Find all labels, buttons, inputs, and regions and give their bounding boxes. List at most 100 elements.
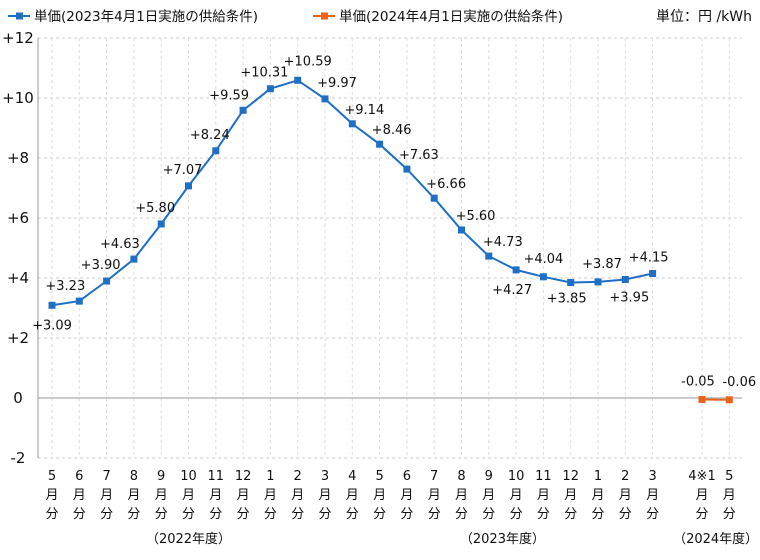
y-tick-label: +2: [7, 329, 29, 347]
series-2023-conditions: +3.09 +3.23 +3.90 +4.63 +5.80 +7.07 +8.24 +9.59…: [32, 54, 668, 333]
x-tick-month: 2: [621, 469, 629, 484]
data-point: [266, 85, 274, 93]
x-tick-month: 7: [430, 469, 438, 484]
x-tick-month-char: 月: [45, 488, 58, 503]
x-tick-portion-char: 分: [482, 507, 495, 522]
data-label: -0.05: [681, 375, 715, 390]
x-tick-portion-char: 分: [537, 507, 550, 522]
data-point: [212, 147, 220, 155]
x-tick-portion-char: 分: [428, 507, 441, 522]
fiscal-year-label: （2023年度）: [460, 531, 545, 547]
x-tick-month-char: 月: [400, 488, 413, 503]
x-tick-month-char: 月: [646, 488, 659, 503]
series-2024-conditions: -0.05 -0.06: [681, 375, 756, 404]
x-tick-month: 5: [48, 469, 56, 484]
x-tick-month: 10: [180, 469, 197, 484]
x-tick-portion-char: 分: [400, 507, 413, 522]
axes: [37, 38, 742, 458]
data-label: +10.31: [240, 66, 288, 81]
data-point: [348, 120, 356, 128]
fiscal-year-label: （2024年度）: [673, 531, 758, 547]
x-tick-month-char: 月: [591, 488, 604, 503]
data-point: [512, 266, 520, 274]
x-tick-month-char: 月: [619, 488, 632, 503]
data-point: [75, 297, 83, 305]
legend-swatch-marker: [16, 12, 23, 20]
x-tick-month: 6: [75, 469, 83, 484]
fiscal-year-label: （2022年度）: [146, 531, 231, 547]
x-tick-portion-char: 分: [155, 507, 168, 522]
x-tick-portion-char: 分: [73, 507, 86, 522]
data-label: +3.09: [32, 318, 72, 333]
x-tick-month-char: 月: [318, 488, 331, 503]
x-tick-portion-char: 分: [127, 507, 140, 522]
legend-swatch-marker: [321, 12, 328, 20]
data-label: +4.73: [483, 235, 523, 250]
x-tick-month: 1: [594, 469, 602, 484]
y-tick-label: -2: [11, 449, 26, 467]
x-tick-month-char: 月: [723, 488, 736, 503]
data-label: +5.80: [135, 201, 175, 216]
data-label: +4.63: [100, 237, 140, 252]
x-tick-portion-char: 分: [291, 507, 304, 522]
data-point: [321, 95, 329, 103]
x-tick-month: 5: [725, 469, 733, 484]
data-label: +9.97: [317, 76, 357, 91]
x-tick-month-char: 月: [237, 488, 250, 503]
x-tick-portion-char: 分: [510, 507, 523, 522]
y-axis-ticks: +12 +10 +8 +6 +4 +2 0 -2: [2, 29, 34, 467]
data-label: +5.60: [456, 209, 496, 224]
x-tick-month-char: 月: [100, 488, 113, 503]
data-point: [239, 106, 247, 114]
x-tick-month-char: 月: [428, 488, 441, 503]
x-tick-portion-char: 分: [695, 507, 708, 522]
x-tick-month-char: 月: [564, 488, 577, 503]
x-axis-ticks: 5月分6月分7月分8月分9月分10月分11月分12月分1月分2月分3月分4月分5…: [45, 469, 735, 522]
x-tick-month: 7: [102, 469, 110, 484]
data-point: [48, 301, 56, 309]
x-tick-portion-char: 分: [346, 507, 359, 522]
x-tick-month: 10: [508, 469, 525, 484]
data-point: [567, 279, 575, 286]
x-tick-month: 8: [130, 469, 138, 484]
y-tick-label: +8: [7, 149, 29, 167]
data-label: +3.87: [582, 257, 622, 272]
fiscal-year-labels: （2022年度） （2023年度） （2024年度）: [146, 531, 758, 547]
x-tick-month: 6: [403, 469, 411, 484]
x-tick-portion-char: 分: [237, 507, 250, 522]
legend: 単価(2023年4月1日実施の供給条件) 単価(2024年4月1日実施の供給条件)…: [8, 8, 752, 25]
y-tick-label: +6: [7, 209, 29, 227]
x-tick-portion-char: 分: [591, 507, 604, 522]
x-tick-month-char: 月: [155, 488, 168, 503]
data-label: +4.15: [629, 251, 669, 266]
data-point: [403, 165, 411, 173]
x-tick-portion-char: 分: [619, 507, 632, 522]
y-tick-label: 0: [13, 389, 23, 407]
x-tick-month-char: 月: [346, 488, 359, 503]
x-tick-month: 9: [157, 469, 165, 484]
x-tick-month: 4※1: [688, 469, 715, 484]
data-point: [485, 252, 493, 260]
data-label: +7.07: [163, 163, 203, 178]
x-tick-month: 4: [348, 469, 356, 484]
data-point: [376, 140, 384, 148]
x-tick-month: 11: [208, 469, 225, 484]
legend-label: 単価(2023年4月1日実施の供給条件): [34, 8, 258, 25]
data-point: [185, 182, 192, 190]
x-tick-month: 3: [648, 469, 656, 484]
x-tick-month: 1: [266, 469, 274, 484]
x-tick-month-char: 月: [182, 488, 195, 503]
data-point: [157, 220, 165, 228]
x-tick-month-char: 月: [455, 488, 468, 503]
x-tick-month-char: 月: [127, 488, 140, 503]
data-point: [103, 277, 111, 285]
data-point: [458, 226, 465, 234]
x-tick-month: 8: [457, 469, 465, 484]
data-point: [649, 270, 657, 277]
x-tick-month: 5: [375, 469, 383, 484]
y-tick-label: +4: [7, 269, 29, 287]
x-tick-portion-char: 分: [564, 507, 577, 522]
x-tick-month-char: 月: [510, 488, 523, 503]
x-tick-portion-char: 分: [723, 507, 736, 522]
